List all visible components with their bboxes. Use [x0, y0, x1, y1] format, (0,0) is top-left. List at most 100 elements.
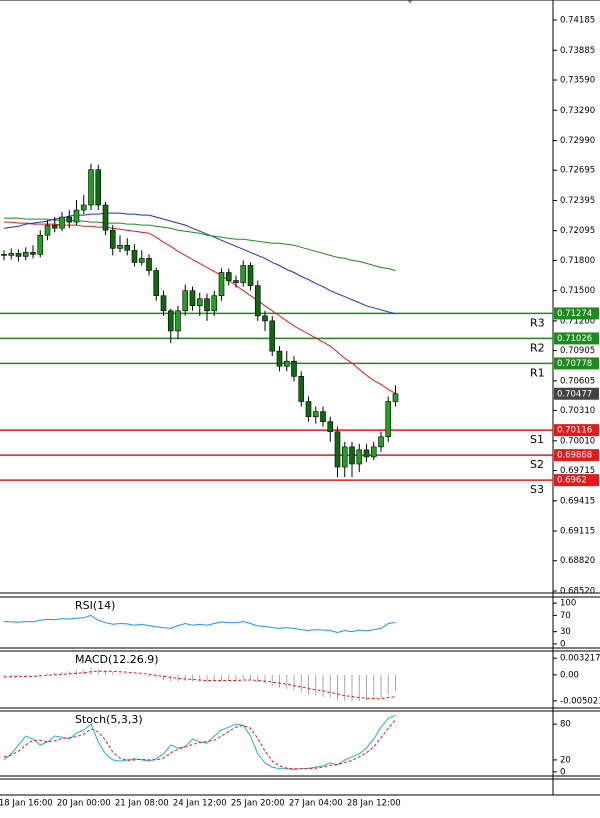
y-tick-label: 0.73290	[560, 106, 595, 116]
y-tick-label: 0.70905	[560, 346, 595, 356]
candle-body	[254, 285, 261, 317]
indicator-line	[3, 614, 396, 634]
candle-body	[378, 436, 384, 448]
panel-frame	[0, 596, 600, 649]
y-tick-label: 0.68520	[560, 586, 595, 596]
candle-body	[211, 295, 218, 312]
panel-frame	[0, 710, 600, 777]
y-tick-label: 0.73885	[560, 46, 595, 56]
y-tick-label: 0.72395	[560, 196, 595, 206]
y-tick-label: 0.71800	[560, 256, 595, 266]
candle-body	[196, 298, 203, 307]
y-tick-label: 0.70010	[560, 436, 595, 446]
candle-body	[204, 298, 210, 312]
x-tick-label: 21 Jan 08:00	[115, 799, 169, 809]
y-tick-label: 0.74185	[560, 16, 595, 26]
y-tick-label: -0.005021	[560, 696, 600, 706]
y-tick-label: 0.70605	[560, 376, 595, 386]
candle-body	[51, 224, 58, 229]
price-box	[554, 357, 599, 370]
pivot-label: R2	[530, 341, 545, 354]
y-tick-label: 0.003217	[560, 654, 600, 664]
candle-body	[153, 270, 160, 296]
x-tick-label: 20 Jan 00:00	[57, 799, 111, 809]
y-tick-label: 0.69715	[560, 466, 595, 476]
last-price-label: 0.70477	[557, 389, 592, 399]
candle-body	[66, 216, 73, 223]
price-box	[554, 424, 599, 437]
panel-frame	[0, 0, 600, 594]
candle-body	[363, 449, 370, 458]
indicator-line	[4, 670, 396, 700]
pivot-label: R1	[530, 366, 545, 379]
candle-body	[37, 234, 44, 255]
candle-body	[233, 280, 239, 283]
y-tick-label: 0.70310	[560, 406, 595, 416]
candle-body	[44, 224, 51, 236]
panel-frame	[0, 650, 600, 709]
indicator-line	[3, 719, 396, 770]
candle-body	[341, 446, 348, 468]
candle-body	[247, 265, 254, 286]
candle-body	[327, 421, 334, 433]
y-tick-label: 0.71500	[560, 286, 595, 296]
y-tick-label: 80	[560, 720, 571, 730]
y-tick-label: 30	[560, 627, 571, 637]
scroll-marker	[407, 0, 413, 4]
candle-body	[269, 320, 276, 352]
price-box-label: 0.69868	[557, 451, 592, 461]
x-tick-label: 27 Jan 04:00	[289, 799, 343, 809]
y-tick-label: 0	[560, 639, 565, 649]
price-box	[554, 307, 599, 320]
candle-body	[218, 272, 225, 296]
candle-body	[385, 401, 392, 438]
y-tick-label: 0.69115	[560, 527, 595, 537]
candle-body	[88, 169, 94, 206]
price-box-label: 0.70778	[557, 359, 592, 369]
candle-body	[392, 393, 399, 402]
y-tick-label: 100	[560, 599, 576, 609]
candle-body	[312, 411, 319, 417]
candle-body	[73, 209, 80, 223]
candle-body	[160, 295, 167, 312]
price-box-label: 0.6962	[557, 476, 587, 486]
candle-body	[276, 350, 283, 367]
candle-body	[349, 446, 355, 465]
price-box	[554, 332, 599, 345]
candle-body	[356, 449, 363, 465]
candle-body	[291, 360, 297, 377]
y-tick-label: 70	[560, 611, 571, 621]
candle-body	[109, 229, 116, 249]
pivot-label: S1	[530, 433, 544, 446]
x-tick-label: 18 Jan 16:00	[0, 799, 53, 809]
y-tick-label: 0.72095	[560, 226, 595, 236]
y-tick-label: 0	[560, 767, 565, 777]
candle-body	[225, 272, 232, 281]
candle-body	[182, 290, 189, 312]
candle-body	[146, 258, 152, 271]
y-tick-label: 0.73590	[560, 76, 595, 86]
last-price-box	[554, 387, 599, 400]
price-box	[554, 449, 599, 462]
x-tick-label: 25 Jan 20:00	[231, 799, 285, 809]
pivot-label: S3	[530, 483, 544, 496]
candle-body	[334, 431, 341, 468]
price-box-label: 0.71026	[557, 334, 592, 344]
candle-body	[131, 250, 138, 263]
indicator-line	[3, 714, 396, 770]
candle-body	[80, 204, 87, 211]
candle-body	[124, 245, 131, 251]
candle-body	[298, 376, 305, 402]
candle-body	[167, 310, 174, 332]
y-tick-label: 0.71200	[560, 316, 595, 326]
indicator-title: RSI(14)	[75, 599, 115, 612]
pivot-label: S2	[530, 458, 544, 471]
indicator-title: Stoch(5,3,3)	[75, 713, 143, 726]
y-tick-label: 20	[560, 755, 571, 765]
y-tick-label: 0.69415	[560, 496, 595, 506]
x-tick-label: 24 Jan 12:00	[173, 799, 227, 809]
candle-body	[1, 254, 7, 256]
